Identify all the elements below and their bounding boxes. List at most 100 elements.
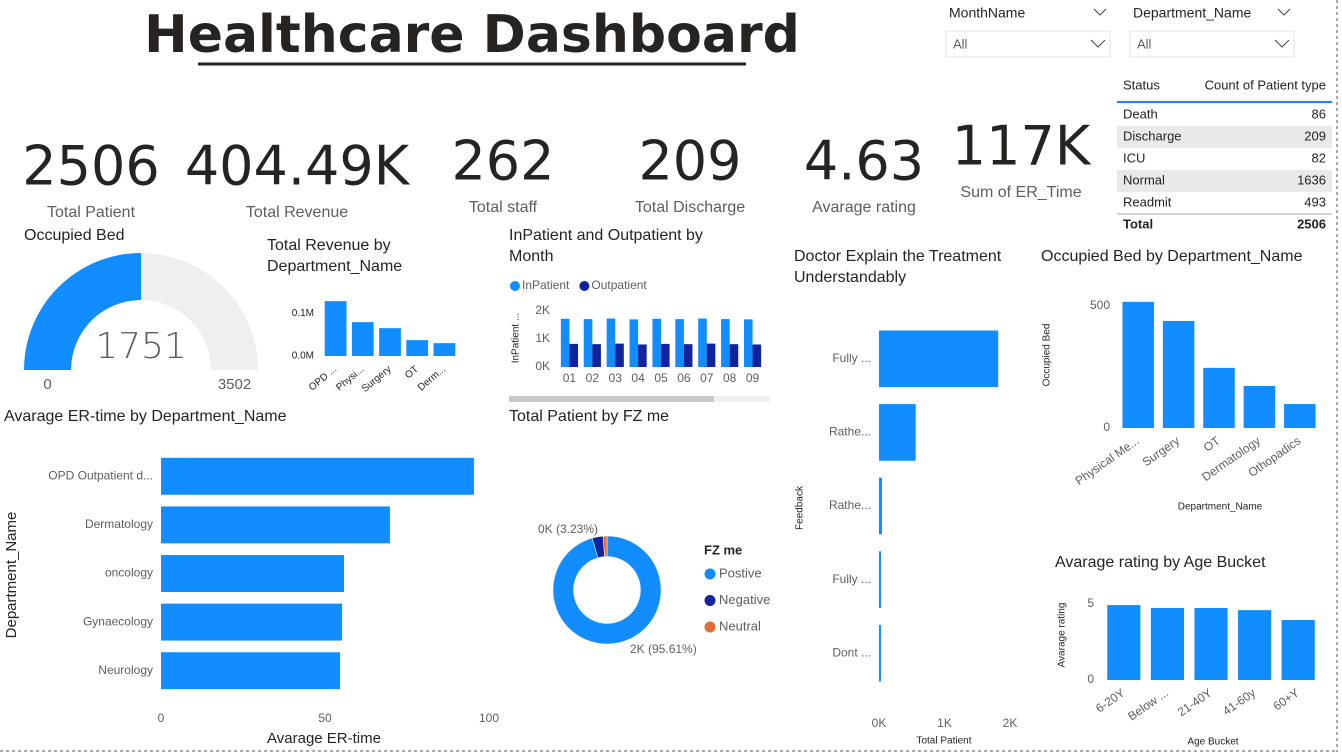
table-cell: Death [1123, 106, 1158, 121]
pie-slice [552, 535, 662, 645]
bar [560, 318, 570, 367]
table-cell: 1636 [1297, 172, 1326, 187]
slicer-chevron [1274, 39, 1290, 48]
x-tick-label: 50 [318, 711, 332, 725]
slicer-value: All [1137, 36, 1152, 51]
chart-title-box: Avarage rating by Age Bucket [1055, 554, 1266, 571]
x-tick-label: 08 [723, 371, 737, 385]
y-axis-label: InPatient ... [511, 313, 522, 364]
chart-title-box: Avarage ER-time by Department_Name [4, 408, 287, 425]
bar [161, 555, 345, 592]
chart-title: InPatient and Outpatient by Month [509, 227, 703, 265]
x-tick-label: 04 [631, 371, 645, 385]
y-tick-label: 0.1M [292, 308, 314, 319]
gauge-fill [24, 253, 141, 370]
kpi-value: 209 [638, 130, 741, 193]
bar [606, 318, 616, 367]
bar [1162, 320, 1195, 428]
data-label: 0K (3.23%) [538, 522, 598, 536]
bar [1107, 605, 1141, 680]
y-tick-label: 1K [535, 331, 550, 345]
slicer-value: All [953, 36, 968, 51]
y-tick-label: Rathe... [829, 498, 871, 512]
bar [629, 319, 639, 367]
data-label: 2K (95.61%) [630, 642, 697, 656]
kpi-label: Total Patient [47, 204, 136, 221]
bar [879, 330, 999, 388]
slicer-dropdown[interactable] [1129, 30, 1295, 58]
x-axis-label: Department_Name [1178, 502, 1263, 513]
chart-title-box: Total Revenue by Department_Name [267, 237, 403, 275]
table-cell: 86 [1312, 106, 1326, 121]
bar [652, 318, 661, 367]
bar [879, 551, 881, 608]
dashboard-title: Healthcare Dashboard [144, 5, 800, 65]
slicer-dropdown[interactable] [945, 30, 1111, 58]
y-tick-label: Gynaecology [83, 614, 153, 628]
legend-label: Postive [719, 565, 762, 580]
y-tick-label: Dont ... [832, 645, 871, 659]
y-tick-label: Neurology [98, 663, 153, 677]
bar [743, 319, 753, 367]
legend-title: FZ me [704, 542, 742, 557]
y-tick-label: 0 [1087, 672, 1094, 686]
x-tick-label: 100 [479, 711, 499, 725]
y-tick-label: Rathe... [829, 425, 871, 439]
bar [324, 301, 347, 356]
y-tick-label: Fully ... [832, 572, 871, 586]
y-tick-label: 500 [1090, 298, 1110, 312]
bar [638, 344, 647, 367]
kpi-value: 2506 [22, 135, 159, 198]
kpi-value: 404.49K [185, 135, 411, 198]
y-axis-label: Occupied Bed [1042, 324, 1053, 387]
x-tick-label: 0 [158, 711, 165, 725]
legend-label: InPatient [522, 278, 570, 292]
x-axis-label: Total Patient [916, 736, 971, 747]
table-total: 2506 [1297, 216, 1326, 231]
chart-title-box: InPatient and Outpatient by Month [509, 227, 703, 265]
bar [675, 319, 684, 367]
kpi-label: Sum of ER_Time [960, 184, 1081, 201]
x-tick-label: 2K [1003, 716, 1018, 730]
chart-title: Doctor Explain the Treatment Understanda… [794, 248, 1002, 286]
row-band [1117, 126, 1332, 148]
x-tick-label: 07 [700, 371, 714, 385]
legend-marker [704, 595, 716, 606]
table-cell: 209 [1304, 128, 1326, 143]
bar [1194, 607, 1228, 680]
bar [351, 322, 374, 356]
x-tick-label: 1K [937, 716, 952, 730]
table-cell: ICU [1123, 150, 1145, 165]
chart-title: Occupied Bed by Department_Name [1041, 248, 1303, 265]
legend-marker [704, 621, 716, 633]
slicer-chevron [1093, 8, 1107, 16]
bar [161, 652, 341, 690]
y-tick-label: 0K [535, 359, 550, 373]
bar [592, 344, 601, 367]
gauge-value: 1751 [95, 326, 187, 367]
pie-slice [602, 535, 608, 557]
table-cell: 493 [1304, 194, 1326, 209]
y-tick-label: 0 [1103, 420, 1110, 434]
chart-title: Total Revenue by Department_Name [267, 237, 403, 275]
table-cell: Readmit [1123, 194, 1172, 209]
chart-title: Occupied Bed [24, 227, 125, 244]
x-tick-label: 05 [654, 371, 668, 385]
slicer-label: MonthName [949, 5, 1025, 21]
legend-marker [510, 281, 520, 291]
chart-title: Avarage rating by Age Bucket [1055, 554, 1266, 571]
bar [161, 603, 343, 641]
table-cell: Normal [1123, 172, 1165, 187]
chart-title-box: Occupied Bed by Department_Name [1041, 248, 1303, 265]
x-tick-label: 02 [586, 371, 600, 385]
legend-label: Neutral [719, 618, 761, 633]
scrollbar-thumb[interactable] [509, 396, 714, 402]
legend-label: Outpatient [591, 278, 647, 292]
bar [583, 319, 593, 367]
bar [1284, 404, 1316, 428]
y-tick-label: Fully ... [832, 351, 871, 365]
bar [1150, 607, 1184, 680]
slicer-chevron [1090, 39, 1106, 48]
slicer-label: Department_Name [1133, 5, 1251, 21]
